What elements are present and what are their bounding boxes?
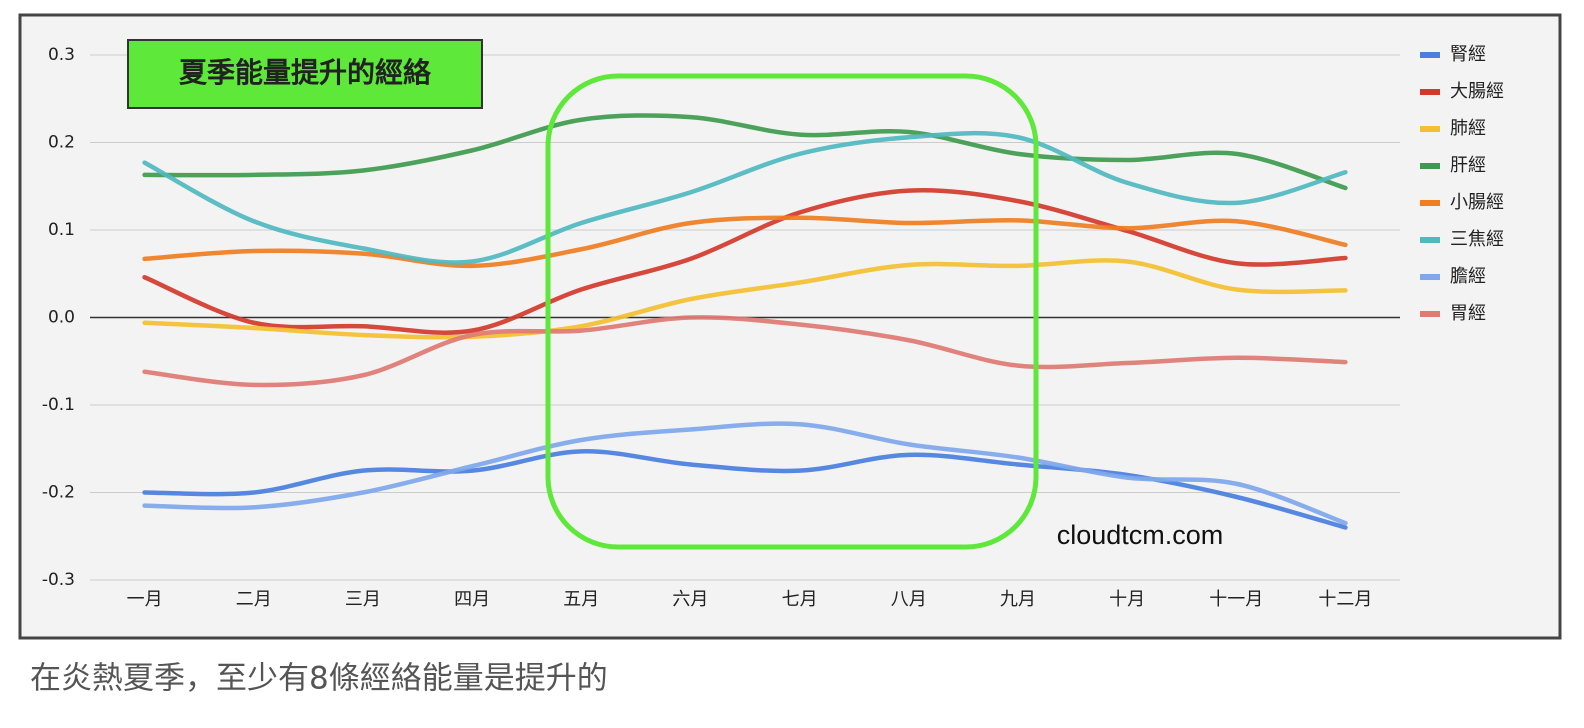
caption: 在炎熱夏季，至少有8條經絡能量是提升的 bbox=[30, 661, 608, 697]
x-tick-label: 四月 bbox=[454, 589, 490, 610]
legend-swatch bbox=[1420, 52, 1440, 58]
legend-label: 胃經 bbox=[1450, 303, 1486, 324]
x-tick-label: 六月 bbox=[672, 589, 708, 610]
grid: 0.3 0.2 0.1 0.0 -0.1 -0.2 -0.3 一月 二月 三月 四月 五月 六月 七月 八月… bbox=[42, 45, 1400, 610]
x-tick-label: 七月 bbox=[782, 589, 818, 610]
series-line bbox=[142, 215, 1348, 269]
x-tick-label: 十一月 bbox=[1209, 589, 1263, 610]
legend-swatch bbox=[1420, 237, 1440, 243]
lines bbox=[142, 113, 1348, 530]
x-tick-label: 二月 bbox=[236, 589, 272, 610]
legend-swatch bbox=[1420, 89, 1440, 95]
legend-swatch bbox=[1420, 311, 1440, 317]
legend-swatch bbox=[1420, 163, 1440, 169]
title-box bbox=[127, 39, 483, 109]
legend-label: 肝經 bbox=[1450, 155, 1486, 176]
series-line bbox=[142, 258, 1348, 340]
series-line bbox=[142, 315, 1348, 388]
y-tick-label: -0.1 bbox=[42, 395, 75, 415]
series-line bbox=[142, 130, 1348, 265]
legend-swatch bbox=[1420, 200, 1440, 206]
legend-label: 膽經 bbox=[1450, 266, 1486, 287]
x-tick-label: 一月 bbox=[127, 589, 163, 610]
y-tick-label: 0.2 bbox=[48, 133, 75, 153]
x-tick-label: 九月 bbox=[1000, 589, 1036, 610]
y-tick-label: -0.3 bbox=[42, 570, 75, 590]
legend-swatch bbox=[1420, 274, 1440, 280]
legend-label: 肺經 bbox=[1450, 118, 1486, 139]
series-line bbox=[142, 188, 1348, 335]
legend-label: 三焦經 bbox=[1450, 229, 1504, 250]
y-tick-label: 0.0 bbox=[48, 308, 75, 328]
legend-label: 腎經 bbox=[1450, 44, 1486, 65]
y-tick-label: 0.3 bbox=[48, 45, 75, 65]
series-line bbox=[142, 113, 1348, 191]
highlight-box bbox=[545, 73, 1039, 550]
x-tick-label: 十月 bbox=[1109, 589, 1145, 610]
series-line bbox=[142, 421, 1348, 526]
x-tick-label: 十二月 bbox=[1318, 589, 1372, 610]
x-tick-label: 五月 bbox=[563, 589, 599, 610]
x-tick-label: 八月 bbox=[891, 589, 927, 610]
title-box-text: 夏季能量提升的經絡 bbox=[179, 56, 432, 89]
watermark: cloudtcm.com bbox=[1057, 520, 1224, 550]
legend-label: 小腸經 bbox=[1450, 192, 1504, 213]
y-tick-label: 0.1 bbox=[48, 220, 75, 240]
legend-label: 大腸經 bbox=[1450, 81, 1504, 102]
x-tick-label: 三月 bbox=[345, 589, 381, 610]
y-tick-label: -0.2 bbox=[42, 483, 75, 503]
legend-swatch bbox=[1420, 126, 1440, 132]
